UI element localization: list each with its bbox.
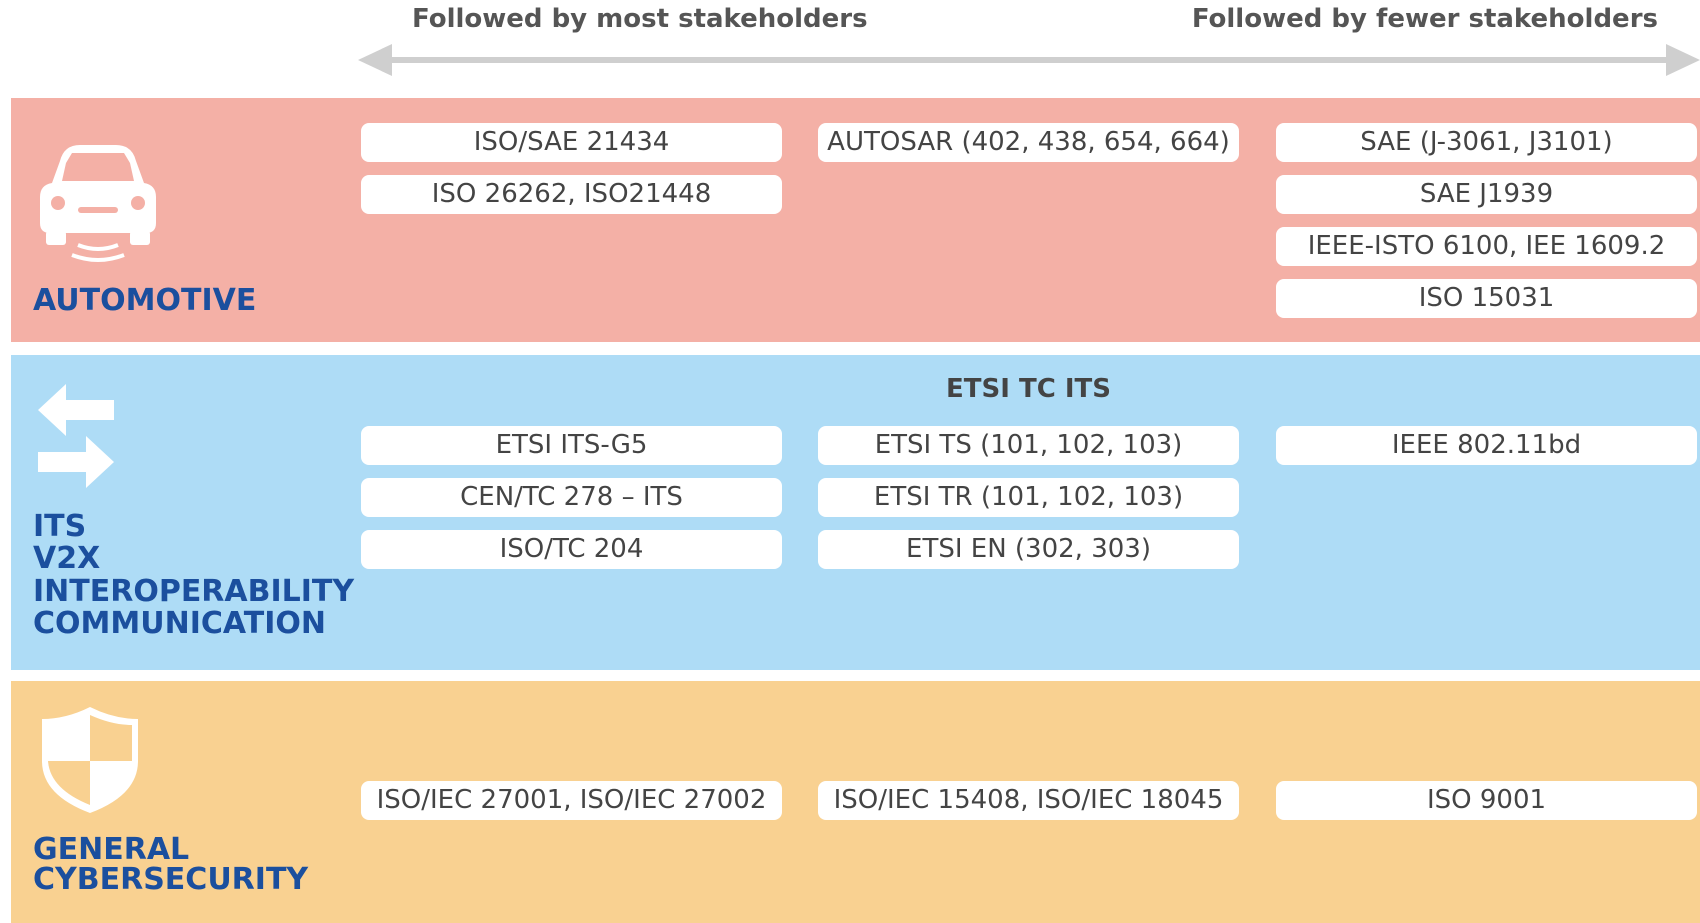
standard-pill: ISO 26262, ISO21448 — [361, 175, 782, 214]
header-right: Followed by fewer stakeholders — [1191, 4, 1658, 34]
shield-icon — [42, 707, 138, 813]
section-label: CYBERSECURITY — [33, 862, 309, 897]
section-heading: ETSI TC ITS — [946, 374, 1111, 404]
standard-pill: ETSI ITS-G5 — [361, 426, 782, 465]
standard-pill: ISO/TC 204 — [361, 530, 782, 569]
section-label: AUTOMOTIVE — [33, 283, 257, 318]
standard-pill: CEN/TC 278 – ITS — [361, 478, 782, 517]
section-label: COMMUNICATION — [33, 606, 326, 641]
section-label: ITS — [33, 509, 87, 544]
car-icon — [40, 145, 156, 262]
standard-pill: ISO/SAE 21434 — [361, 123, 782, 162]
arrows-icon — [38, 384, 114, 488]
standard-pill: IEEE-ISTO 6100, IEE 1609.2 — [1276, 227, 1697, 266]
standard-pill: SAE J1939 — [1276, 175, 1697, 214]
standard-pill: ISO 15031 — [1276, 279, 1697, 318]
standard-pill: AUTOSAR (402, 438, 654, 664) — [818, 123, 1239, 162]
standard-pill: IEEE 802.11bd — [1276, 426, 1697, 465]
header-left: Followed by most stakeholders — [412, 4, 868, 34]
standard-pill: SAE (J-3061, J3101) — [1276, 123, 1697, 162]
standard-pill: ISO 9001 — [1276, 781, 1697, 820]
section-label: INTEROPERABILITY — [33, 574, 355, 609]
section-label: V2X — [33, 541, 101, 576]
standard-pill: ISO/IEC 27001, ISO/IEC 27002 — [361, 781, 782, 820]
standard-pill: ETSI TR (101, 102, 103) — [818, 478, 1239, 517]
arrow — [358, 44, 1700, 76]
standard-pill: ETSI TS (101, 102, 103) — [818, 426, 1239, 465]
section-label: GENERAL — [33, 832, 190, 867]
standard-pill: ETSI EN (302, 303) — [818, 530, 1239, 569]
standard-pill: ISO/IEC 15408, ISO/IEC 18045 — [818, 781, 1239, 820]
